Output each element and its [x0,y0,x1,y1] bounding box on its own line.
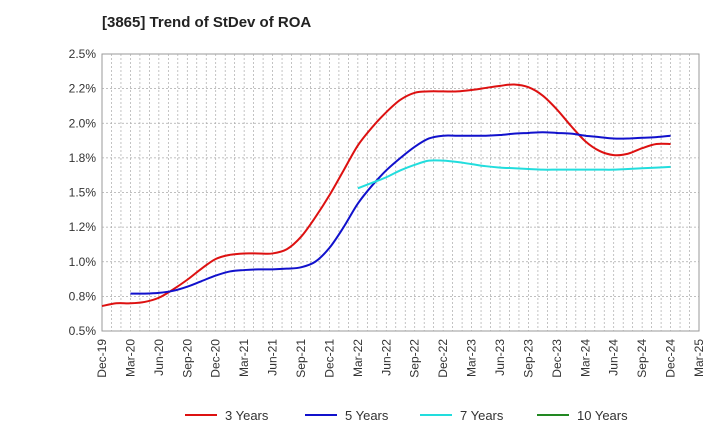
x-tick-label: Jun-24 [607,339,621,376]
x-tick-label: Dec-19 [95,339,109,378]
x-tick-label: Mar-20 [123,339,137,377]
y-axis-ticks: 0.5% 0.8% 1.0% 1.2% 1.5% 1.8% 2.0% 2.2% 2.5% [69,47,97,338]
x-tick-label: Dec-24 [664,339,678,378]
x-tick-label: Mar-21 [237,339,251,377]
series-line-3-years [101,83,671,308]
x-tick-label: Dec-20 [209,339,223,378]
y-tick-label: 2.0% [69,116,97,130]
y-tick-label: 1.5% [69,186,97,200]
y-tick-label: 0.8% [69,289,97,303]
x-tick-label: Sep-21 [294,339,308,378]
series-line-5-years [130,131,671,295]
x-tick-label: Jun-22 [379,339,393,376]
y-tick-label: 2.2% [69,82,97,96]
x-tick-label: Dec-23 [550,339,564,378]
legend-label-3-years: 3 Years [225,408,269,423]
legend-label-5-years: 5 Years [345,408,389,423]
x-tick-label: Jun-23 [493,339,507,376]
legend-label-7-years: 7 Years [460,408,504,423]
y-tick-label: 1.0% [69,255,97,269]
legend-label-10-years: 10 Years [577,408,628,423]
series-line-7-years [357,159,671,190]
series-lines [101,83,671,308]
x-tick-label: Jun-20 [152,339,166,376]
x-tick-label: Mar-22 [351,339,365,377]
x-tick-label: Mar-24 [578,339,592,377]
y-tick-label: 1.8% [69,151,97,165]
y-tick-label: 1.2% [69,220,97,234]
grid-lines [102,54,699,331]
x-tick-label: Mar-25 [692,339,706,377]
x-tick-label: Jun-21 [266,339,280,376]
y-tick-label: 2.5% [69,47,97,61]
x-tick-label: Sep-24 [635,339,649,378]
y-tick-label: 0.5% [69,324,97,338]
x-tick-label: Dec-21 [322,339,336,378]
legend: 3 Years 5 Years 7 Years 10 Years [185,408,628,423]
x-tick-label: Mar-23 [465,339,479,377]
x-tick-label: Sep-22 [408,339,422,378]
x-tick-label: Sep-23 [521,339,535,378]
x-tick-label: Sep-20 [180,339,194,378]
x-axis-ticks: Dec-19 Mar-20 Jun-20 Sep-20 Dec-20 Mar-21 Jun-… [95,339,706,378]
x-tick-label: Dec-22 [436,339,450,378]
chart-title: [3865] Trend of StDev of ROA [102,14,312,31]
